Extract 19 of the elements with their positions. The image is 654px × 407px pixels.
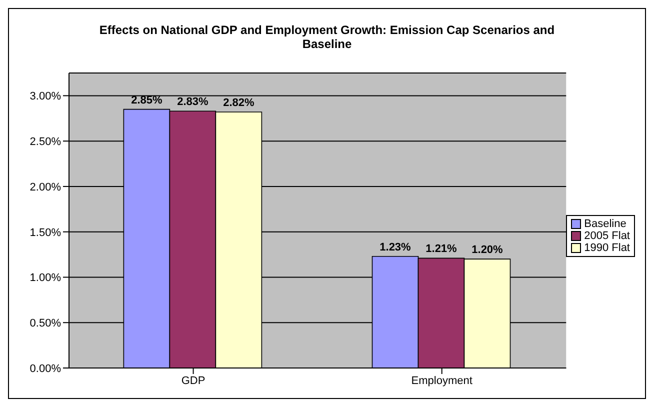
- y-tick-label: 1.00%: [30, 272, 62, 284]
- legend-label: Baseline: [584, 218, 626, 230]
- data-label: 1.23%: [380, 241, 412, 254]
- legend-label: 2005 Flat: [584, 230, 630, 242]
- data-label: 2.85%: [131, 94, 162, 106]
- x-tick-label: Employment: [411, 374, 472, 387]
- y-tick-label: 1.50%: [30, 226, 62, 239]
- data-label: 2.82%: [223, 97, 254, 110]
- legend-label: 1990 Flat: [584, 242, 630, 254]
- y-tick-label: 2.00%: [30, 181, 62, 194]
- data-label: 1.21%: [426, 243, 458, 256]
- data-label: 2.83%: [177, 96, 208, 108]
- y-tick-label: 2.50%: [30, 136, 62, 148]
- y-tick-label: 0.50%: [30, 318, 62, 330]
- y-tick-label: 0.00%: [30, 362, 62, 375]
- y-tick-label: 3.00%: [30, 90, 62, 103]
- x-tick-label: GDP: [181, 374, 206, 387]
- data-label: 1.20%: [472, 244, 504, 256]
- chart-title: Effects on National GDP and Employment Growth: Emission Cap Scenarios and Baseline: [98, 22, 556, 53]
